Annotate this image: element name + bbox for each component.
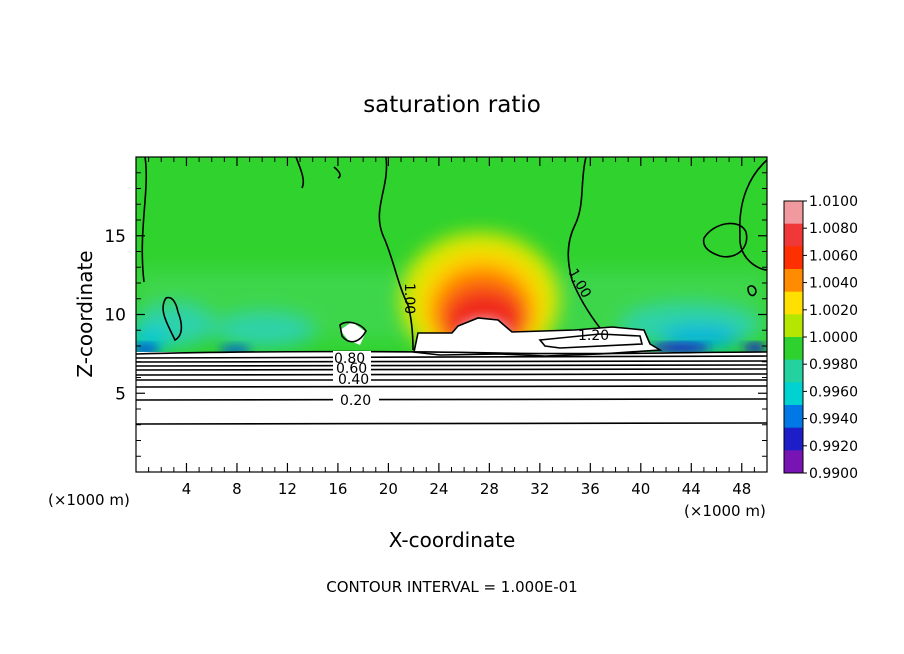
contour-0-70 — [136, 364, 767, 367]
contour-0-50 — [136, 373, 767, 376]
x-tick-label: 20 — [379, 480, 398, 498]
contour-label-1-00-left: 1.00 — [401, 283, 417, 314]
contour-0-80 — [136, 360, 767, 363]
y-tick-label: 15 — [104, 227, 126, 247]
contour-1-00-right — [739, 159, 767, 271]
field-blue-patch-4 — [743, 343, 767, 353]
saturation-field — [136, 157, 767, 472]
contour-1-00-center-right — [567, 157, 601, 329]
contour-base-0-95 — [136, 350, 767, 355]
colorbar-segment — [784, 359, 803, 383]
colorbar-segment — [784, 450, 803, 474]
y-tick-label: 5 — [115, 384, 126, 404]
contour-0-60 — [136, 368, 767, 371]
colorbar-segment — [784, 314, 803, 338]
x-tick-label: 44 — [682, 480, 701, 498]
contour-label-bg-0-40 — [333, 372, 371, 384]
colorbar-segment — [784, 382, 803, 406]
y-axis-label: Z-coordinate — [73, 250, 97, 377]
y-tick-label: 10 — [104, 306, 126, 326]
contour-label-0-20: 0.20 — [340, 393, 371, 409]
field-blue-patch-3 — [650, 343, 710, 353]
contour-0-10 — [136, 422, 767, 425]
colorbar-label: 0.9920 — [809, 439, 858, 455]
colorbar-label: 1.0020 — [809, 303, 858, 319]
colorbar-label: 0.9980 — [809, 357, 858, 373]
contour-label-0-40: 0.40 — [338, 372, 369, 388]
colorbar-segment — [784, 246, 803, 270]
contour-label-1-20: 1.20 — [578, 328, 609, 344]
x-axis: 4 8 12 16 20 24 28 32 36 40 44 48 — [148, 157, 755, 498]
colorbar-label: 0.9900 — [809, 466, 858, 482]
stable-layer-below — [136, 352, 767, 472]
contour-label-0-80: 0.80 — [334, 351, 365, 367]
contour-interval-text: CONTOUR INTERVAL = 1.000E-01 — [326, 578, 577, 596]
contour-1-00-loop-small — [747, 285, 757, 297]
contour-0-90 — [136, 355, 767, 359]
chart-title: saturation ratio — [363, 92, 541, 118]
contour-0-30 — [136, 385, 767, 388]
contour-1-00-center-left — [378, 157, 414, 351]
contour-1-00-loop-mid — [339, 321, 367, 343]
colorbar-label: 0.9940 — [809, 412, 858, 428]
colorbar-label: 0.9960 — [809, 384, 858, 400]
x-tick-label: 4 — [182, 480, 192, 498]
x-unit-left: (×1000 m) — [48, 491, 130, 509]
colorbar-segment — [784, 405, 803, 429]
x-tick-label: 40 — [631, 480, 650, 498]
colorbar-label: 1.0000 — [809, 330, 858, 346]
colorbar-segment — [784, 337, 803, 361]
contour-label-bg-0-80 — [333, 351, 371, 363]
contour-label-bg-0-60 — [333, 361, 371, 373]
colorbar-segment — [784, 269, 803, 293]
x-axis-label: X-coordinate — [389, 528, 516, 552]
contour-1-00-top-b — [333, 166, 341, 179]
x-tick-label: 36 — [581, 480, 600, 498]
field-blue-patch-1 — [136, 344, 159, 354]
x-tick-label: 16 — [328, 480, 347, 498]
contour-1-20-inner — [538, 333, 644, 349]
contour-1-00-loop-right — [702, 222, 748, 258]
colorbar-label: 1.0080 — [809, 221, 858, 237]
colorbar-segment — [784, 201, 803, 225]
colorbar-label: 1.0040 — [809, 276, 858, 292]
field-cyan-patch-mid — [215, 312, 315, 348]
x-tick-label: 32 — [530, 480, 549, 498]
contour-1-00-top-a — [295, 157, 305, 189]
colorbar: 1.0100 1.0080 1.0060 1.0040 1.0020 1.0000 0.99… — [783, 194, 858, 482]
y-axis: 5 10 15 — [104, 172, 767, 457]
x-tick-label: 24 — [429, 480, 448, 498]
contour-1-00-loop-left — [162, 296, 183, 342]
colorbar-label: 1.0060 — [809, 248, 858, 264]
x-tick-label: 48 — [732, 480, 751, 498]
contour-1-00-left — [141, 157, 148, 283]
colorbar-label: 1.0100 — [809, 194, 858, 210]
colorbar-segment — [784, 291, 803, 315]
colorbar-segment — [784, 223, 803, 247]
colorbar-segment — [784, 427, 803, 451]
contour-label-bg-0-20 — [333, 392, 379, 406]
contour-0-20 — [136, 398, 767, 401]
x-unit-right: (×1000 m) — [684, 502, 766, 520]
x-tick-label: 12 — [278, 480, 297, 498]
contour-lines — [136, 157, 767, 425]
x-tick-label: 8 — [232, 480, 242, 498]
contour-1-20-cloud — [413, 317, 663, 357]
x-tick-label: 28 — [480, 480, 499, 498]
contour-label-0-60: 0.60 — [336, 361, 367, 377]
